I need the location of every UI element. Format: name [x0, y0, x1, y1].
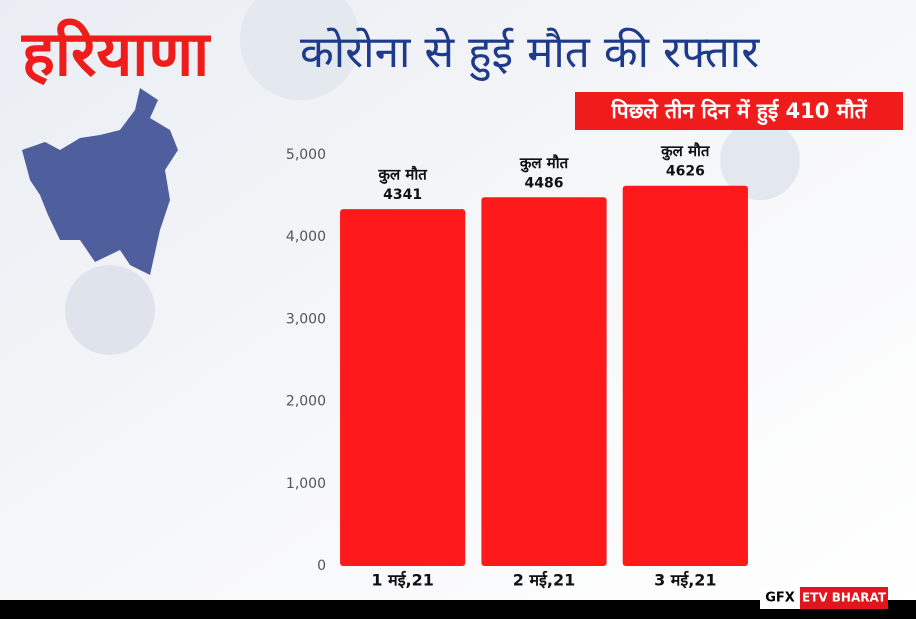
bar-label: कुल मौत	[519, 154, 570, 173]
chart-subtitle: कोरोना से हुई मौत की रफ्तार	[300, 27, 760, 81]
annotation-box	[575, 92, 903, 130]
x-tick-label: 1 मई,21	[371, 571, 433, 590]
value-label: 4341	[383, 187, 422, 203]
y-tick-label: 0	[317, 558, 326, 574]
y-tick-label: 1,000	[286, 476, 326, 492]
footer-gfx-box	[760, 587, 800, 609]
bar-label: कुल मौत	[378, 166, 429, 185]
y-tick-label: 3,000	[286, 311, 326, 327]
value-label: 4486	[525, 175, 564, 191]
annotation: पिछले तीन दिन में हुई 410 मौतें	[610, 98, 867, 126]
x-tick-label: 2 मई,21	[513, 571, 575, 590]
virus-decoration	[65, 265, 155, 355]
chart-title: हरियाणा	[21, 17, 211, 90]
value-label: 4626	[666, 164, 705, 180]
bar-label: कुल मौत	[660, 142, 711, 161]
bar	[622, 185, 748, 566]
footer-bar	[0, 600, 916, 619]
footer-brand: ETV BHARAT	[802, 591, 887, 605]
bar	[340, 209, 466, 566]
virus-decoration	[720, 120, 800, 200]
bar	[481, 197, 607, 566]
y-tick-label: 4,000	[286, 229, 326, 245]
virus-decoration	[240, 0, 360, 100]
x-tick-label: 3 मई,21	[654, 571, 716, 590]
y-tick-label: 5,000	[286, 147, 326, 163]
footer-gfx: GFX	[765, 591, 795, 606]
y-tick-label: 2,000	[286, 394, 326, 410]
haryana-map	[22, 88, 178, 275]
footer-brand-box	[800, 587, 888, 609]
